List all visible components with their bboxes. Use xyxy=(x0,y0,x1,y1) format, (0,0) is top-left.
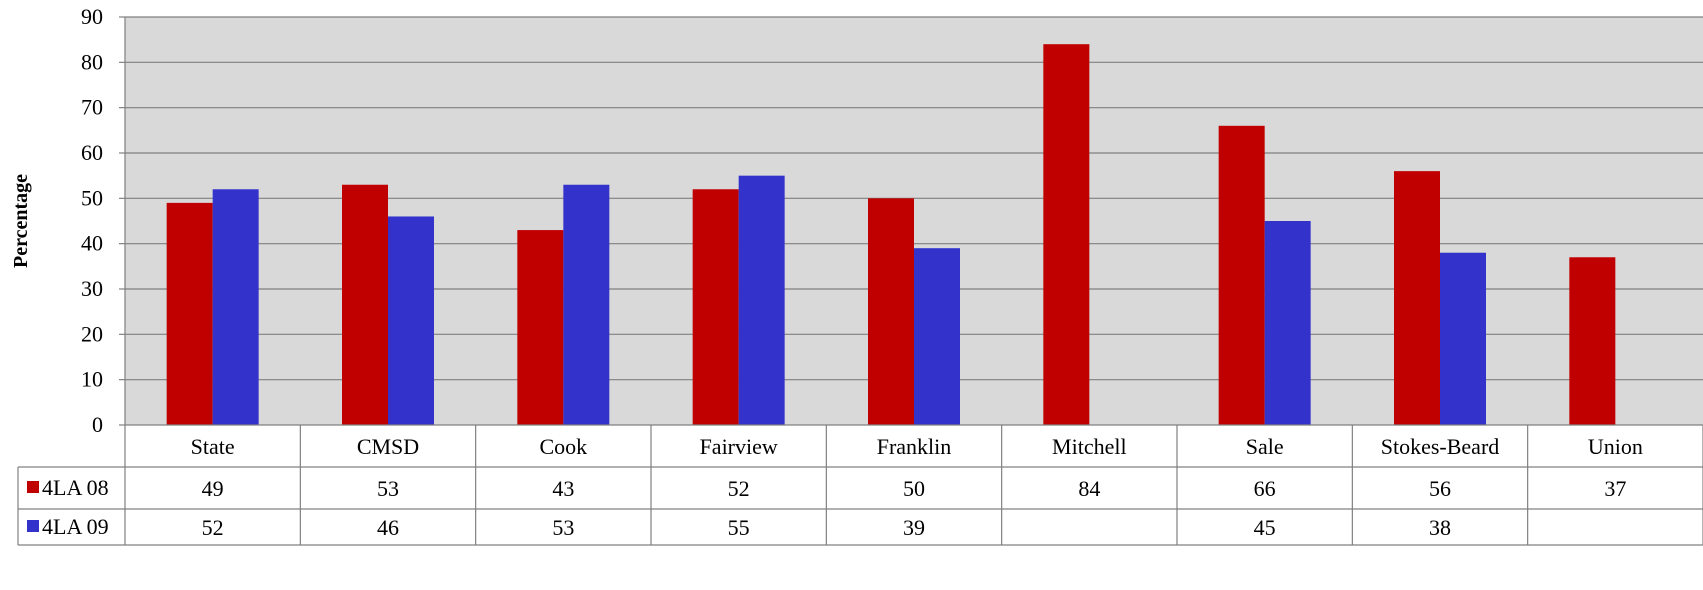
y-tick-label: 60 xyxy=(81,140,103,165)
bar-4la-08-cmsd xyxy=(342,184,388,425)
bar-4la-08-sale xyxy=(1218,125,1265,426)
y-tick-label: 70 xyxy=(81,95,103,120)
bars xyxy=(166,44,1616,426)
bar-4la-08-mitchell xyxy=(1043,44,1090,425)
bar-4la-09-state xyxy=(212,189,259,425)
bar-4la-08-stokes-beard xyxy=(1394,171,1440,425)
y-tick-label: 50 xyxy=(81,185,103,210)
y-axis-title: Percentage xyxy=(10,174,32,268)
data-table: State CMSD Cook Fairview Franklin Mitchell Sal… xyxy=(17,424,1703,546)
bar-4la-09-cook xyxy=(563,184,610,425)
legend-swatch xyxy=(27,520,39,532)
bar-4la-08-cook xyxy=(517,230,564,425)
data-table-value: 49 xyxy=(202,476,224,501)
data-table-value: 66 xyxy=(1254,476,1276,501)
y-tick-label: 0 xyxy=(92,412,103,437)
y-tick-label: 40 xyxy=(81,231,103,256)
category-label: Franklin xyxy=(877,434,952,459)
data-table-value: 56 xyxy=(1429,476,1451,501)
y-tick-label: 80 xyxy=(81,49,103,74)
data-table-value: 38 xyxy=(1429,515,1451,540)
category-label: Mitchell xyxy=(1052,434,1127,459)
bar-4la-09-cmsd xyxy=(388,216,434,425)
data-table-value: 43 xyxy=(552,476,574,501)
category-label: Fairview xyxy=(700,434,778,459)
category-label: Union xyxy=(1588,434,1643,459)
category-label: CMSD xyxy=(357,434,419,459)
bar-4la-08-franklin xyxy=(868,198,914,425)
bar-4la-08-union xyxy=(1569,257,1616,425)
data-table-value: 53 xyxy=(552,515,574,540)
data-table-value: 50 xyxy=(903,476,925,501)
category-label: Cook xyxy=(539,434,587,459)
bar-4la-09-stokes-beard xyxy=(1440,252,1486,425)
bar-4la-09-franklin xyxy=(914,248,960,425)
y-tick-label: 90 xyxy=(81,4,103,29)
y-axis: 0 10 20 30 40 50 60 70 80 90 xyxy=(81,4,126,437)
legend-label: 4LA 08 xyxy=(42,475,109,500)
bar-4la-08-state xyxy=(166,202,213,425)
data-table-value: 53 xyxy=(377,476,399,501)
data-table-value: 37 xyxy=(1604,476,1626,501)
data-table-value: 52 xyxy=(728,476,750,501)
legend-label: 4LA 09 xyxy=(42,514,109,539)
y-tick-label: 30 xyxy=(81,276,103,301)
category-label: State xyxy=(191,434,235,459)
bar-4la-08-fairview xyxy=(692,189,739,425)
data-table-value: 45 xyxy=(1254,515,1276,540)
y-tick-label: 10 xyxy=(81,367,103,392)
legend-swatch xyxy=(27,481,39,493)
data-table-value: 55 xyxy=(728,515,750,540)
category-label: Sale xyxy=(1246,434,1284,459)
data-table-value: 52 xyxy=(202,515,224,540)
data-table-value: 84 xyxy=(1078,476,1100,501)
y-tick-label: 20 xyxy=(81,321,103,346)
data-table-value: 46 xyxy=(377,515,399,540)
bar-4la-09-sale xyxy=(1264,221,1311,425)
category-label: Stokes-Beard xyxy=(1381,434,1500,459)
data-table-value: 39 xyxy=(903,515,925,540)
bar-4la-09-fairview xyxy=(738,175,785,425)
